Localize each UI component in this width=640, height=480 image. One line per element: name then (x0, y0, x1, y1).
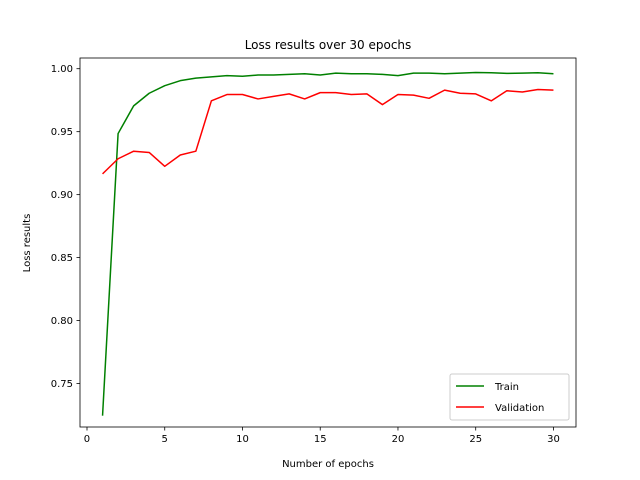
y-tick-label: 0.80 (51, 316, 73, 327)
chart-title: Loss results over 30 epochs (245, 38, 412, 52)
y-axis-ticks: 0.75 0.80 0.85 0.90 0.95 1.00 (51, 64, 80, 390)
x-tick-label: 25 (469, 434, 482, 445)
x-tick-label: 30 (547, 434, 560, 445)
y-tick-label: 0.90 (51, 190, 73, 201)
x-axis-label: Number of epochs (282, 459, 374, 470)
y-tick-label: 0.85 (51, 253, 73, 264)
x-tick-label: 20 (392, 434, 405, 445)
x-tick-label: 5 (162, 434, 168, 445)
y-tick-label: 0.75 (51, 379, 73, 390)
x-axis-ticks: 0 5 10 15 20 25 30 (84, 427, 560, 445)
legend-validation-label: Validation (495, 403, 544, 414)
series-line-train (101, 71, 554, 416)
plot-lines (101, 71, 554, 416)
x-tick-label: 0 (84, 434, 90, 445)
y-tick-label: 0.95 (51, 127, 73, 138)
x-tick-label: 10 (236, 434, 249, 445)
plot-area-frame (79, 57, 577, 428)
series-line-validation (102, 88, 554, 175)
legend: Train Validation (449, 373, 570, 421)
x-tick-label: 15 (314, 434, 327, 445)
y-axis-label: Loss results (22, 214, 33, 273)
legend-train-label: Train (494, 382, 519, 393)
y-tick-label: 1.00 (51, 64, 73, 75)
